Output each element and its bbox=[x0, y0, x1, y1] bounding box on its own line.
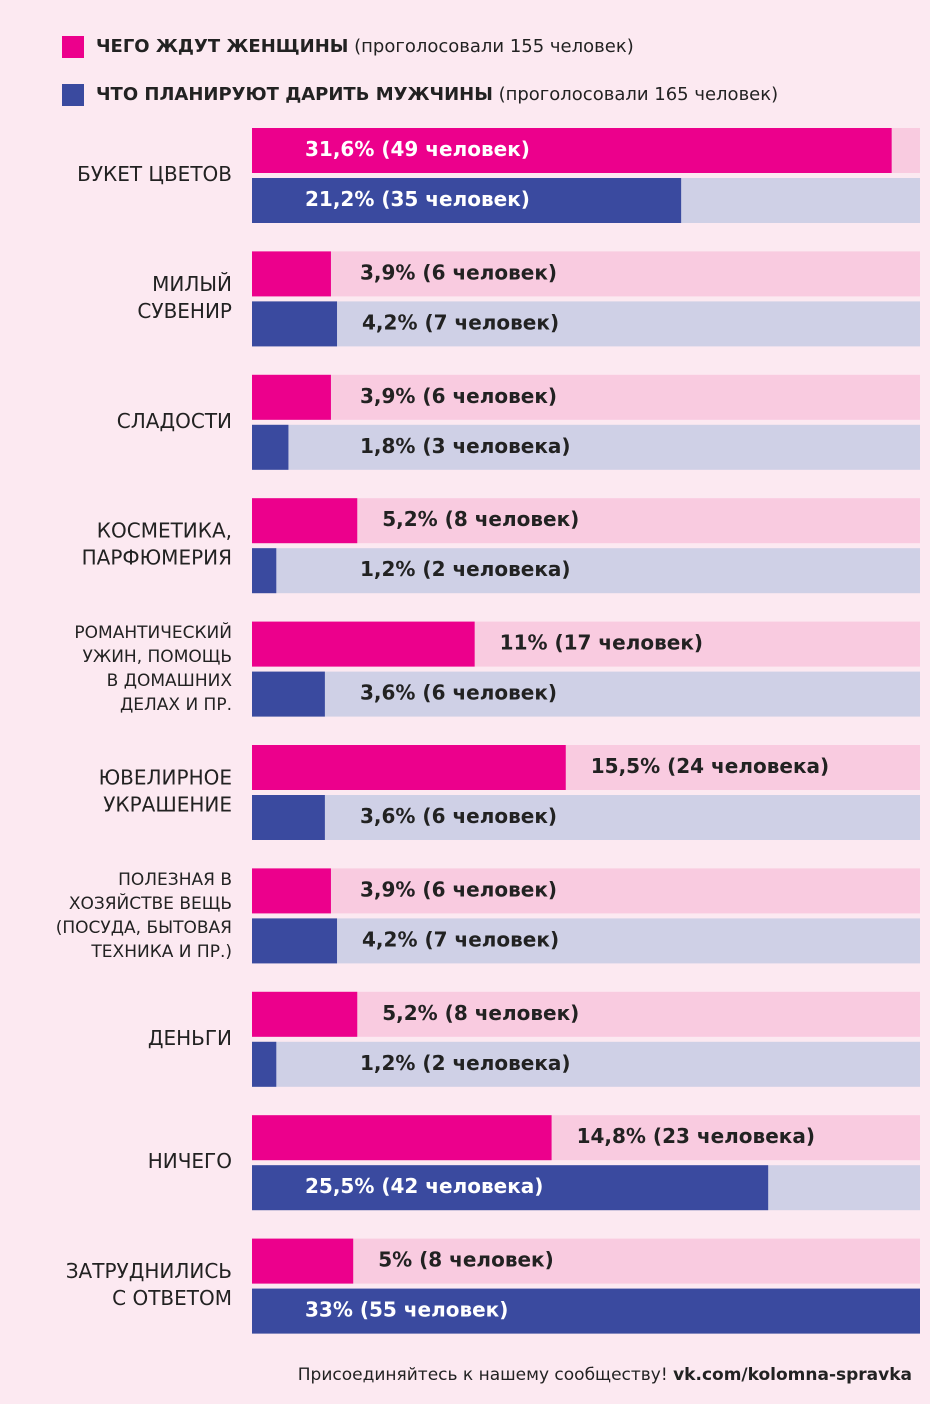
footer-link: vk.com/kolomna-spravka bbox=[673, 1365, 912, 1385]
legend-swatch bbox=[62, 36, 84, 58]
bar bbox=[252, 498, 357, 543]
bar bbox=[252, 375, 331, 420]
value-label: 33% (55 человек) bbox=[305, 1298, 508, 1322]
bar-track bbox=[252, 548, 920, 593]
bar bbox=[252, 622, 475, 667]
bar bbox=[252, 672, 325, 717]
value-label: 5,2% (8 человек) bbox=[382, 507, 579, 531]
bar bbox=[252, 1115, 552, 1160]
bar bbox=[252, 1042, 276, 1087]
category-label: ТЕХНИКА И ПР.) bbox=[90, 942, 232, 962]
value-label: 1,8% (3 человека) bbox=[360, 434, 571, 458]
bar bbox=[252, 918, 337, 963]
bar bbox=[252, 1239, 353, 1284]
category-label: ЮВЕЛИРНОЕ bbox=[99, 766, 232, 790]
category-label: УКРАШЕНИЕ bbox=[103, 793, 232, 817]
category-label: МИЛЫЙ bbox=[152, 272, 232, 296]
category-label: СУВЕНИР bbox=[137, 299, 232, 323]
value-label: 5,2% (8 человек) bbox=[382, 1001, 579, 1025]
legend-entry: ЧЕГО ЖДУТ ЖЕНЩИНЫ (проголосовали 155 чел… bbox=[96, 36, 634, 57]
bar bbox=[252, 745, 566, 790]
value-label: 15,5% (24 человека) bbox=[591, 754, 829, 778]
bar-track bbox=[252, 1042, 920, 1087]
value-label: 3,9% (6 человек) bbox=[360, 877, 557, 901]
category-label: УЖИН, ПОМОЩЬ bbox=[83, 647, 232, 667]
category-label: ДЕЛАХ И ПР. bbox=[120, 695, 232, 715]
bar-track bbox=[252, 301, 920, 346]
bar-track bbox=[252, 251, 920, 296]
bar bbox=[252, 425, 288, 470]
category-label: ПАРФЮМЕРИЯ bbox=[82, 546, 232, 570]
chart: Присоединяйтесь к нашему сообществу! vk.… bbox=[0, 0, 930, 1404]
value-label: 3,9% (6 человек) bbox=[360, 384, 557, 408]
bar-track bbox=[252, 918, 920, 963]
bar-track bbox=[252, 672, 920, 717]
value-label: 31,6% (49 человек) bbox=[305, 137, 530, 161]
value-label: 1,2% (2 человека) bbox=[360, 1051, 571, 1075]
legend-name: ЧТО ПЛАНИРУЮТ ДАРИТЬ МУЖЧИНЫ bbox=[96, 84, 493, 105]
bar bbox=[252, 795, 325, 840]
category-label: НИЧЕГО bbox=[148, 1149, 232, 1173]
bar bbox=[252, 301, 337, 346]
bar bbox=[252, 992, 357, 1037]
value-label: 11% (17 человек) bbox=[500, 631, 703, 655]
bar-track bbox=[252, 375, 920, 420]
value-label: 14,8% (23 человека) bbox=[577, 1124, 815, 1148]
value-label: 3,6% (6 человек) bbox=[360, 681, 557, 705]
value-label: 3,6% (6 человек) bbox=[360, 804, 557, 828]
category-label: ПОЛЕЗНАЯ В bbox=[118, 870, 232, 890]
footer-text: Присоединяйтесь к нашему сообществу! bbox=[298, 1365, 668, 1385]
value-label: 25,5% (42 человека) bbox=[305, 1174, 543, 1198]
category-label: С ОТВЕТОМ bbox=[112, 1286, 232, 1310]
value-label: 1,2% (2 человека) bbox=[360, 557, 571, 581]
category-label: ДЕНЬГИ bbox=[148, 1026, 232, 1050]
footer: Присоединяйтесь к нашему сообществу! vk.… bbox=[298, 1365, 912, 1385]
bar bbox=[252, 548, 276, 593]
value-label: 21,2% (35 человек) bbox=[305, 187, 530, 211]
category-label: (ПОСУДА, БЫТОВАЯ bbox=[56, 918, 232, 938]
bar-track bbox=[252, 425, 920, 470]
value-label: 5% (8 человек) bbox=[378, 1248, 554, 1272]
value-label: 4,2% (7 человек) bbox=[362, 927, 559, 951]
bar bbox=[252, 251, 331, 296]
legend-entry: ЧТО ПЛАНИРУЮТ ДАРИТЬ МУЖЧИНЫ (проголосов… bbox=[96, 84, 778, 105]
category-label: КОСМЕТИКА, bbox=[97, 519, 232, 543]
legend-note: (проголосовали 155 человек) bbox=[354, 36, 634, 57]
bar bbox=[252, 868, 331, 913]
legend-swatch bbox=[62, 84, 84, 106]
category-label: ХОЗЯЙСТВЕ ВЕЩЬ bbox=[69, 892, 232, 914]
category-label: РОМАНТИЧЕСКИЙ bbox=[74, 621, 232, 643]
category-label: БУКЕТ ЦВЕТОВ bbox=[77, 162, 232, 186]
category-label: СЛАДОСТИ bbox=[117, 409, 232, 433]
value-label: 4,2% (7 человек) bbox=[362, 310, 559, 334]
value-label: 3,9% (6 человек) bbox=[360, 260, 557, 284]
legend-name: ЧЕГО ЖДУТ ЖЕНЩИНЫ bbox=[96, 36, 348, 57]
category-label: В ДОМАШНИХ bbox=[107, 671, 233, 691]
bar-track bbox=[252, 868, 920, 913]
bar-track bbox=[252, 795, 920, 840]
category-label: ЗАТРУДНИЛИСЬ bbox=[66, 1259, 232, 1283]
legend-note: (проголосовали 165 человек) bbox=[499, 84, 779, 105]
